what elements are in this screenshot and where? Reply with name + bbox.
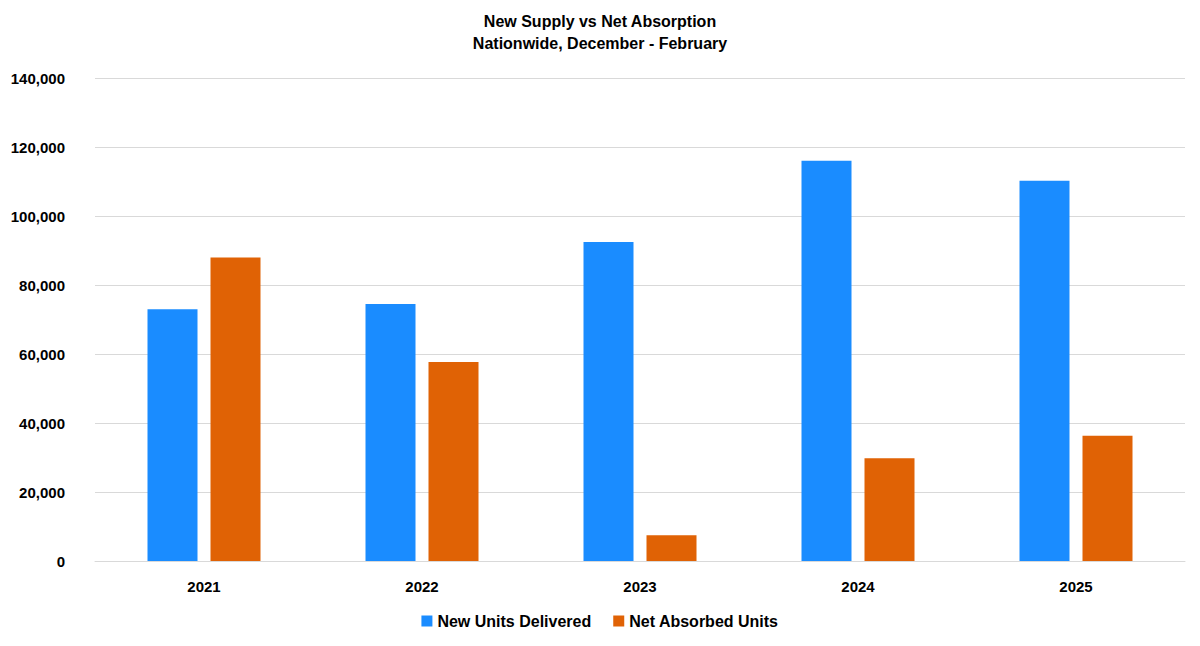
svg-text:20,000: 20,000 [19,484,65,501]
svg-text:80,000: 80,000 [19,277,65,294]
svg-text:New Supply vs Net Absorption: New Supply vs Net Absorption [484,13,716,30]
svg-text:Nationwide, December - Februar: Nationwide, December - February [473,35,727,52]
svg-text:140,000: 140,000 [11,70,65,87]
svg-text:2022: 2022 [405,578,438,595]
svg-text:40,000: 40,000 [19,415,65,432]
svg-text:120,000: 120,000 [11,139,65,156]
svg-text:Net Absorbed Units: Net Absorbed Units [629,613,778,630]
svg-text:2023: 2023 [623,578,656,595]
svg-text:2025: 2025 [1059,578,1092,595]
svg-text:100,000: 100,000 [11,208,65,225]
svg-text:0: 0 [57,553,65,570]
svg-text:60,000: 60,000 [19,346,65,363]
svg-text:New Units Delivered: New Units Delivered [437,613,591,630]
svg-text:2021: 2021 [187,578,220,595]
svg-text:2024: 2024 [841,578,875,595]
